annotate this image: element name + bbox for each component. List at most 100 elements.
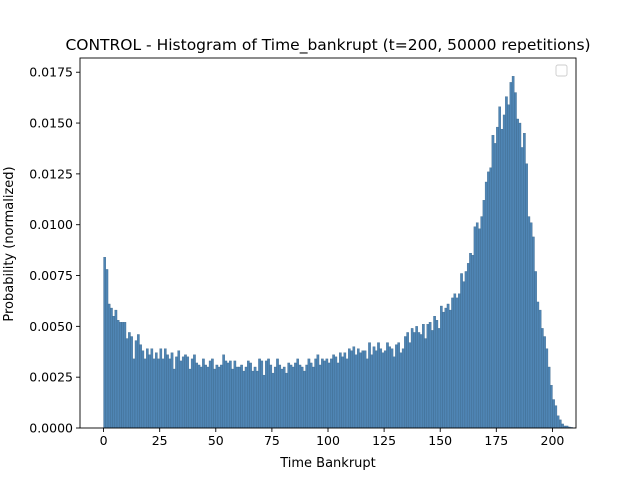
histogram-bar <box>242 370 246 429</box>
histogram-bar <box>381 352 385 429</box>
histogram-bar <box>473 226 477 429</box>
histogram-bar <box>509 82 513 429</box>
histogram-bar <box>377 342 380 429</box>
histogram-bar <box>339 352 342 429</box>
histogram-bar <box>469 252 472 429</box>
x-tick-label: 150 <box>428 433 452 448</box>
histogram-bar <box>204 364 207 429</box>
x-tick-label: 25 <box>152 433 168 448</box>
histogram-bar <box>193 354 196 429</box>
histogram-bar <box>143 358 147 429</box>
histogram-bar <box>523 133 526 429</box>
histogram-bar <box>500 128 504 429</box>
histogram-bar <box>211 358 214 429</box>
histogram-bar <box>330 358 333 429</box>
histogram-bar <box>110 307 113 429</box>
histogram-bar <box>119 322 122 429</box>
histogram-bar <box>262 374 266 429</box>
histogram-bar <box>141 350 145 429</box>
histogram-bar <box>401 348 405 429</box>
histogram-bar <box>413 332 416 429</box>
histogram-bar <box>273 366 277 429</box>
histogram-bar <box>190 358 194 429</box>
histogram-bar <box>460 273 463 429</box>
histogram-bar <box>399 352 403 429</box>
histogram-bar <box>240 364 243 429</box>
histogram-bar <box>365 358 369 429</box>
histogram-bar <box>105 269 109 429</box>
histogram-bar <box>554 405 558 429</box>
y-tick-label: 0.0025 <box>29 370 73 385</box>
histogram-bar <box>392 356 396 429</box>
histogram-bar <box>312 366 315 429</box>
histogram-bar <box>202 358 205 429</box>
histogram-bar <box>267 358 270 429</box>
histogram-bar <box>350 350 353 429</box>
histogram-bar <box>383 350 387 429</box>
histogram-bar <box>137 334 140 429</box>
histogram-bar <box>217 366 221 429</box>
histogram-bar <box>181 356 185 429</box>
histogram-bar <box>457 293 461 429</box>
histogram-bar <box>379 348 383 429</box>
histogram-bar <box>390 348 394 429</box>
histogram-bar <box>235 366 239 429</box>
histogram-bar <box>406 332 409 429</box>
histogram-bar <box>424 338 427 429</box>
histogram-bar <box>260 360 264 429</box>
histogram-bar <box>184 354 187 429</box>
y-tick-label: 0.0075 <box>29 268 73 283</box>
histogram-bar <box>247 360 250 429</box>
histogram-bar <box>529 222 533 429</box>
histogram-bar <box>482 200 486 429</box>
histogram-bar <box>498 106 501 429</box>
y-tick-label: 0.0175 <box>29 65 73 80</box>
histogram-bar <box>161 358 165 429</box>
histogram-bar <box>449 309 452 429</box>
histogram-bar <box>545 348 549 429</box>
histogram-bar <box>437 328 441 429</box>
histogram-bar <box>428 322 432 429</box>
histogram-bar <box>213 368 216 429</box>
histogram-bar <box>208 360 212 429</box>
histogram-bar <box>285 372 288 429</box>
histogram-bar <box>466 263 470 429</box>
histogram-bar <box>280 368 284 429</box>
histogram-bar <box>303 370 306 429</box>
histogram-bar <box>527 216 531 429</box>
histogram-bar <box>170 352 174 429</box>
histogram-bar <box>321 358 324 429</box>
x-tick-label: 75 <box>264 433 280 448</box>
histogram-bar <box>543 336 546 429</box>
histogram-bar <box>139 344 142 429</box>
histogram-bar <box>195 362 199 429</box>
histogram-bar <box>116 320 120 429</box>
histogram-bar <box>505 96 508 429</box>
histogram-bar <box>130 336 133 429</box>
histogram-bar <box>222 354 225 429</box>
histogram-bar <box>332 354 335 429</box>
histogram-bar <box>534 271 537 429</box>
histogram-bar <box>287 362 291 429</box>
histogram-bar <box>520 147 524 429</box>
histogram-bar <box>336 362 340 429</box>
histogram-bar <box>368 342 371 429</box>
histogram-bar <box>496 126 499 429</box>
histogram-bar <box>478 228 481 429</box>
histogram-bar <box>475 222 479 429</box>
histogram-bar <box>417 332 421 429</box>
y-axis-ticks: 0.0000 0.0025 0.0050 0.0075 0.0100 0.0125 0.01… <box>29 65 80 436</box>
histogram-bar <box>282 366 286 429</box>
chart-title: CONTROL - Histogram of Time_bankrupt (t=… <box>65 36 590 55</box>
x-axis-ticks: 0 25 50 75 100 125 150 175 200 <box>100 428 564 448</box>
histogram-bar <box>419 334 423 429</box>
histogram-bar <box>291 366 295 429</box>
histogram-bar <box>199 366 203 429</box>
x-axis-label: Time Bankrupt <box>279 456 376 471</box>
histogram-bar <box>446 303 450 429</box>
histogram-bar <box>552 399 555 429</box>
histogram-bar <box>359 352 362 429</box>
histogram-bar <box>175 356 178 429</box>
histogram-bar <box>453 293 457 429</box>
histogram-bar <box>558 419 562 429</box>
